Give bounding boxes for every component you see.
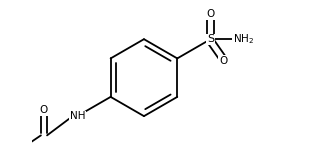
Text: S: S <box>207 34 214 44</box>
Text: NH: NH <box>70 111 85 121</box>
Text: O: O <box>40 105 48 115</box>
Text: NH$_2$: NH$_2$ <box>233 32 254 46</box>
Text: O: O <box>219 56 227 66</box>
Text: O: O <box>207 9 215 19</box>
